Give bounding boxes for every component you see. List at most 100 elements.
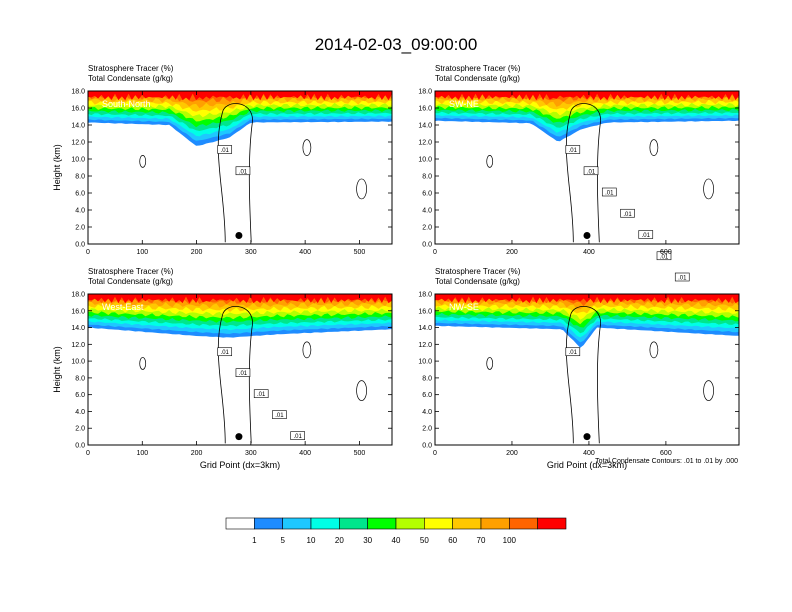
contour-label-box [565,145,581,154]
tracer-band [88,294,392,304]
contour-label-box [620,208,635,218]
tracer-field [435,294,739,444]
contour-label: .01 [239,169,248,175]
y-tick-label: 4.0 [422,409,432,416]
y-tick-label: 18.0 [71,292,85,299]
x-tick-label: 600 [660,450,672,457]
y-tick-label: 0.0 [422,242,432,249]
y-tick-label: 6.0 [422,191,432,198]
y-tick-label: 10.0 [71,157,85,164]
contour-label: .01 [587,169,596,175]
y-tick-label: 4.0 [422,208,432,215]
contour-label-box [583,166,599,176]
colorbar-swatch [310,517,340,530]
x-tick-label: 0 [86,249,90,256]
colorbar-swatch [254,517,283,530]
y-tick-label: 2.0 [75,426,85,433]
contour-label-box [601,187,617,197]
contour-label: .01 [569,350,578,356]
condensate-contour [703,380,714,401]
contour-label: .01 [294,434,303,440]
plot-frame [87,90,393,245]
colorbar-swatch [509,517,538,530]
panel-label: NW-SE [449,302,479,312]
x-tick-label: 600 [660,249,672,256]
contour-label-box [217,347,233,357]
y-tick-label: 16.0 [418,106,432,113]
contour-label: .01 [239,371,248,377]
colorbar-label: 100 [503,536,517,545]
storm-marker-dot [583,232,591,239]
contour-label-box [253,389,269,398]
condensate-contour [302,341,312,359]
panel-header-tracer: Stratosphere Tracer (%) [435,64,521,73]
y-tick-label: 14.0 [71,123,85,130]
figure-title: 2014-02-03_09:00:00 [315,35,478,54]
y-tick-label: 4.0 [75,409,85,416]
condensate-contour [486,155,494,168]
y-tick-label: 12.0 [418,140,432,147]
condensate-contour [565,103,602,243]
plot-frame [434,293,740,446]
x-tick-label: 400 [299,249,311,256]
panel-header-tracer: Stratosphere Tracer (%) [435,267,521,276]
x-axis-title: Grid Point (dx=3km) [200,460,280,470]
colorbar-label: 20 [335,536,344,545]
y-tick-label: 16.0 [71,106,85,113]
x-tick-label: 0 [433,450,437,457]
y-tick-label: 16.0 [71,308,85,315]
condensate-contour [356,178,367,200]
y-tick-label: 8.0 [75,375,85,382]
panel-label: West-East [102,302,144,312]
panels: .01 .01 0.0 2.0 4.0 6.0 8.0 10.0 12.0 14.0 16.0 18.… [52,64,740,470]
colorbar-label: 70 [477,536,486,545]
y-tick-label: 6.0 [75,392,85,399]
y-tick-label: 4.0 [75,208,85,215]
contour-label: .01 [605,191,614,197]
condensate-contour [703,178,714,200]
y-axis-title: Height (km) [52,144,62,191]
storm-marker-dot [235,433,243,441]
contour-label-box [674,272,690,282]
contour-label-box [656,251,672,261]
y-tick-label: 12.0 [71,342,85,349]
y-tick-label: 14.0 [71,325,85,332]
y-tick-label: 18.0 [71,89,85,96]
panel-nw-se: .01 0.0 2.0 4.0 6.0 8.0 10.0 12.0 14.0 16.0 18.0 0 2… [418,267,740,470]
contour-label-box [290,431,305,440]
colorbar-swatch [367,517,397,530]
contour-label: .01 [642,233,651,239]
colorbar-swatch [395,517,425,530]
colorbar-label: 60 [448,536,457,545]
x-tick-label: 200 [191,450,203,457]
colorbar-label: 30 [363,536,372,545]
panel-header-condensate: Total Condensate (g/kg) [88,74,173,83]
condensate-contour [217,306,253,444]
colorbar-label: 1 [252,536,257,545]
storm-marker-dot [583,433,591,441]
x-tick-label: 100 [136,249,148,256]
y-tick-label: 8.0 [422,174,432,181]
condensate-contour [217,103,253,243]
colorbar-swatch [424,517,453,530]
condensate-contour [486,357,494,370]
tracer-band [435,294,739,304]
contour-label-box [638,230,654,239]
y-tick-label: 14.0 [418,325,432,332]
x-tick-label: 400 [583,450,595,457]
x-tick-label: 400 [583,249,595,256]
contour-label: .01 [221,148,230,154]
contour-label: .01 [257,392,266,398]
tracer-field [88,294,392,444]
x-tick-label: 500 [354,450,366,457]
condensate-contour [302,139,312,156]
colorbar-swatch [282,517,312,530]
y-tick-label: 2.0 [422,426,432,433]
y-tick-label: 8.0 [422,375,432,382]
y-tick-label: 0.0 [75,242,85,249]
panel-header-condensate: Total Condensate (g/kg) [435,277,520,286]
y-tick-label: 14.0 [418,123,432,130]
x-tick-label: 500 [354,249,366,256]
y-tick-label: 16.0 [418,308,432,315]
